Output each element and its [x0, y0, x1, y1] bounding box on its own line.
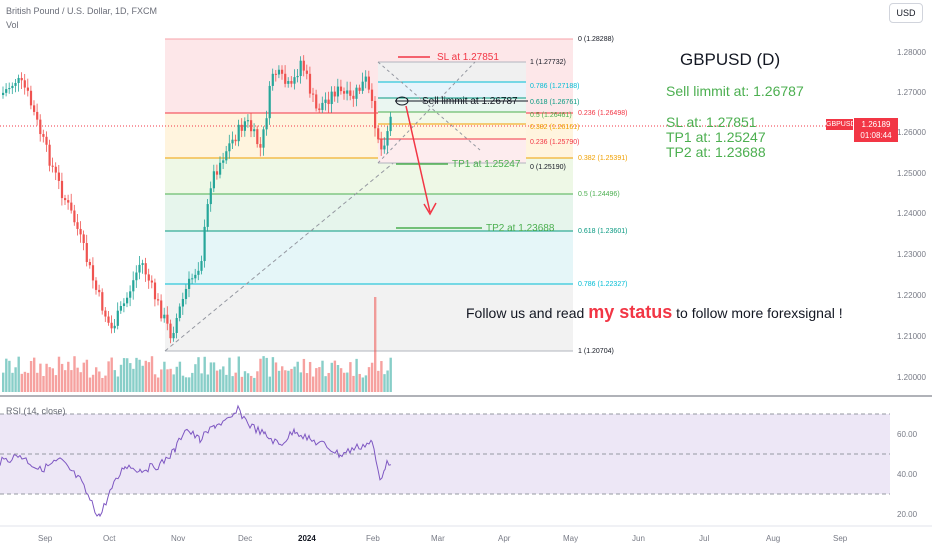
note-stop-loss: SL at: 1.27851	[666, 114, 757, 130]
small-fib-label-0618: 0.618 (1.26761)	[530, 99, 579, 106]
svg-text:1.27000: 1.27000	[897, 88, 926, 97]
small-fib	[377, 61, 526, 164]
svg-text:1.26000: 1.26000	[897, 128, 926, 137]
follow-text-before: Follow us and read	[466, 305, 585, 321]
fib-label-1: 1 (1.20704)	[578, 348, 614, 355]
price-axis[interactable]: 1.28000 1.27000 1.26000 1.25000 1.24000 …	[897, 48, 926, 382]
volume-bars	[2, 297, 392, 392]
symbol-tag: GBPUSD	[826, 119, 856, 130]
svg-text:40.00: 40.00	[897, 470, 918, 479]
fib-labels: 0 (1.28288) 0.236 (1.26498) 0.382 (1.253…	[530, 36, 627, 355]
svg-text:Nov: Nov	[171, 534, 185, 543]
small-fib-label-0382: 0.382 (1.26161)	[530, 124, 579, 131]
svg-text:1.23000: 1.23000	[897, 250, 926, 259]
fib-label-0618: 0.618 (1.23601)	[578, 228, 627, 235]
svg-text:Jul: Jul	[699, 534, 709, 543]
time-axis[interactable]: Sep Oct Nov Dec 2024 Feb Mar Apr May Jun…	[38, 534, 848, 543]
svg-text:Jun: Jun	[632, 534, 645, 543]
rsi-pane	[0, 404, 890, 518]
my-status-highlight: my status	[588, 302, 673, 322]
symbol-title[interactable]: British Pound / U.S. Dollar, 1D, FXCM	[6, 6, 158, 16]
note-sell-limit: Sell limmit at: 1.26787	[666, 83, 804, 99]
fib-trend-line	[164, 154, 404, 352]
rsi-line	[0, 404, 392, 518]
small-fib-label-1: 1 (1.27732)	[530, 59, 566, 66]
svg-text:May: May	[563, 534, 578, 543]
svg-text:Sep: Sep	[38, 534, 53, 543]
svg-text:Dec: Dec	[238, 534, 252, 543]
note-title: GBPUSD (D)	[680, 50, 781, 69]
fib-label-0786: 0.786 (1.22327)	[578, 281, 627, 288]
candlesticks	[2, 55, 392, 344]
follow-message: Follow us and read my status to follow m…	[466, 302, 843, 323]
sell-label: Sell limmit at 1.26787	[422, 96, 518, 107]
sell-arrow	[405, 105, 431, 213]
current-price-tag: 1.26189 01:08:44	[854, 118, 898, 142]
svg-text:Feb: Feb	[366, 534, 380, 543]
volume-label: Vol	[6, 20, 19, 30]
small-fib-label-0786: 0.786 (1.27188)	[530, 83, 579, 90]
sell-marker	[395, 96, 409, 106]
sl-label: SL at 1.27851	[437, 52, 499, 63]
tp1-label: TP1 at 1.25247	[452, 159, 521, 170]
fib-label-0: 0 (1.28288)	[578, 36, 614, 43]
small-fib-label-05: 0.5 (1.26461)	[530, 112, 572, 119]
rsi-label[interactable]: RSI (14, close)	[6, 406, 66, 416]
svg-text:1.20000: 1.20000	[897, 373, 926, 382]
svg-text:2024: 2024	[298, 534, 316, 543]
svg-text:Oct: Oct	[103, 534, 116, 543]
svg-text:1.22000: 1.22000	[897, 291, 926, 300]
currency-button[interactable]: USD	[889, 3, 923, 23]
svg-text:1.24000: 1.24000	[897, 209, 926, 218]
current-price: 1.26189	[861, 120, 891, 129]
svg-text:20.00: 20.00	[897, 510, 918, 519]
trade-levels: SL at 1.27851 Sell limmit at 1.26787 TP1…	[395, 52, 555, 234]
fib-label-0382: 0.382 (1.25391)	[578, 155, 627, 162]
note-tp1: TP1 at: 1.25247	[666, 129, 766, 145]
tp2-label: TP2 at 1.23688	[486, 223, 555, 234]
small-fib-label-0: 0 (1.25190)	[530, 164, 566, 171]
svg-text:1.25000: 1.25000	[897, 169, 926, 178]
follow-text-after: to follow more forexsignal !	[676, 305, 843, 321]
fib-label-0236: 0.236 (1.26498)	[578, 110, 627, 117]
svg-text:1.21000: 1.21000	[897, 332, 926, 341]
note-tp2: TP2 at: 1.23688	[666, 144, 766, 160]
svg-text:Apr: Apr	[498, 534, 511, 543]
bar-countdown: 01:08:44	[860, 131, 892, 140]
svg-text:Sep: Sep	[833, 534, 848, 543]
svg-text:Aug: Aug	[766, 534, 780, 543]
fib-label-05: 0.5 (1.24496)	[578, 191, 620, 198]
svg-text:60.00: 60.00	[897, 430, 918, 439]
svg-text:Mar: Mar	[431, 534, 445, 543]
svg-text:1.28000: 1.28000	[897, 48, 926, 57]
small-fib-label-0236: 0.236 (1.25790)	[530, 139, 579, 146]
rsi-axis: 60.00 40.00 20.00	[897, 430, 918, 519]
